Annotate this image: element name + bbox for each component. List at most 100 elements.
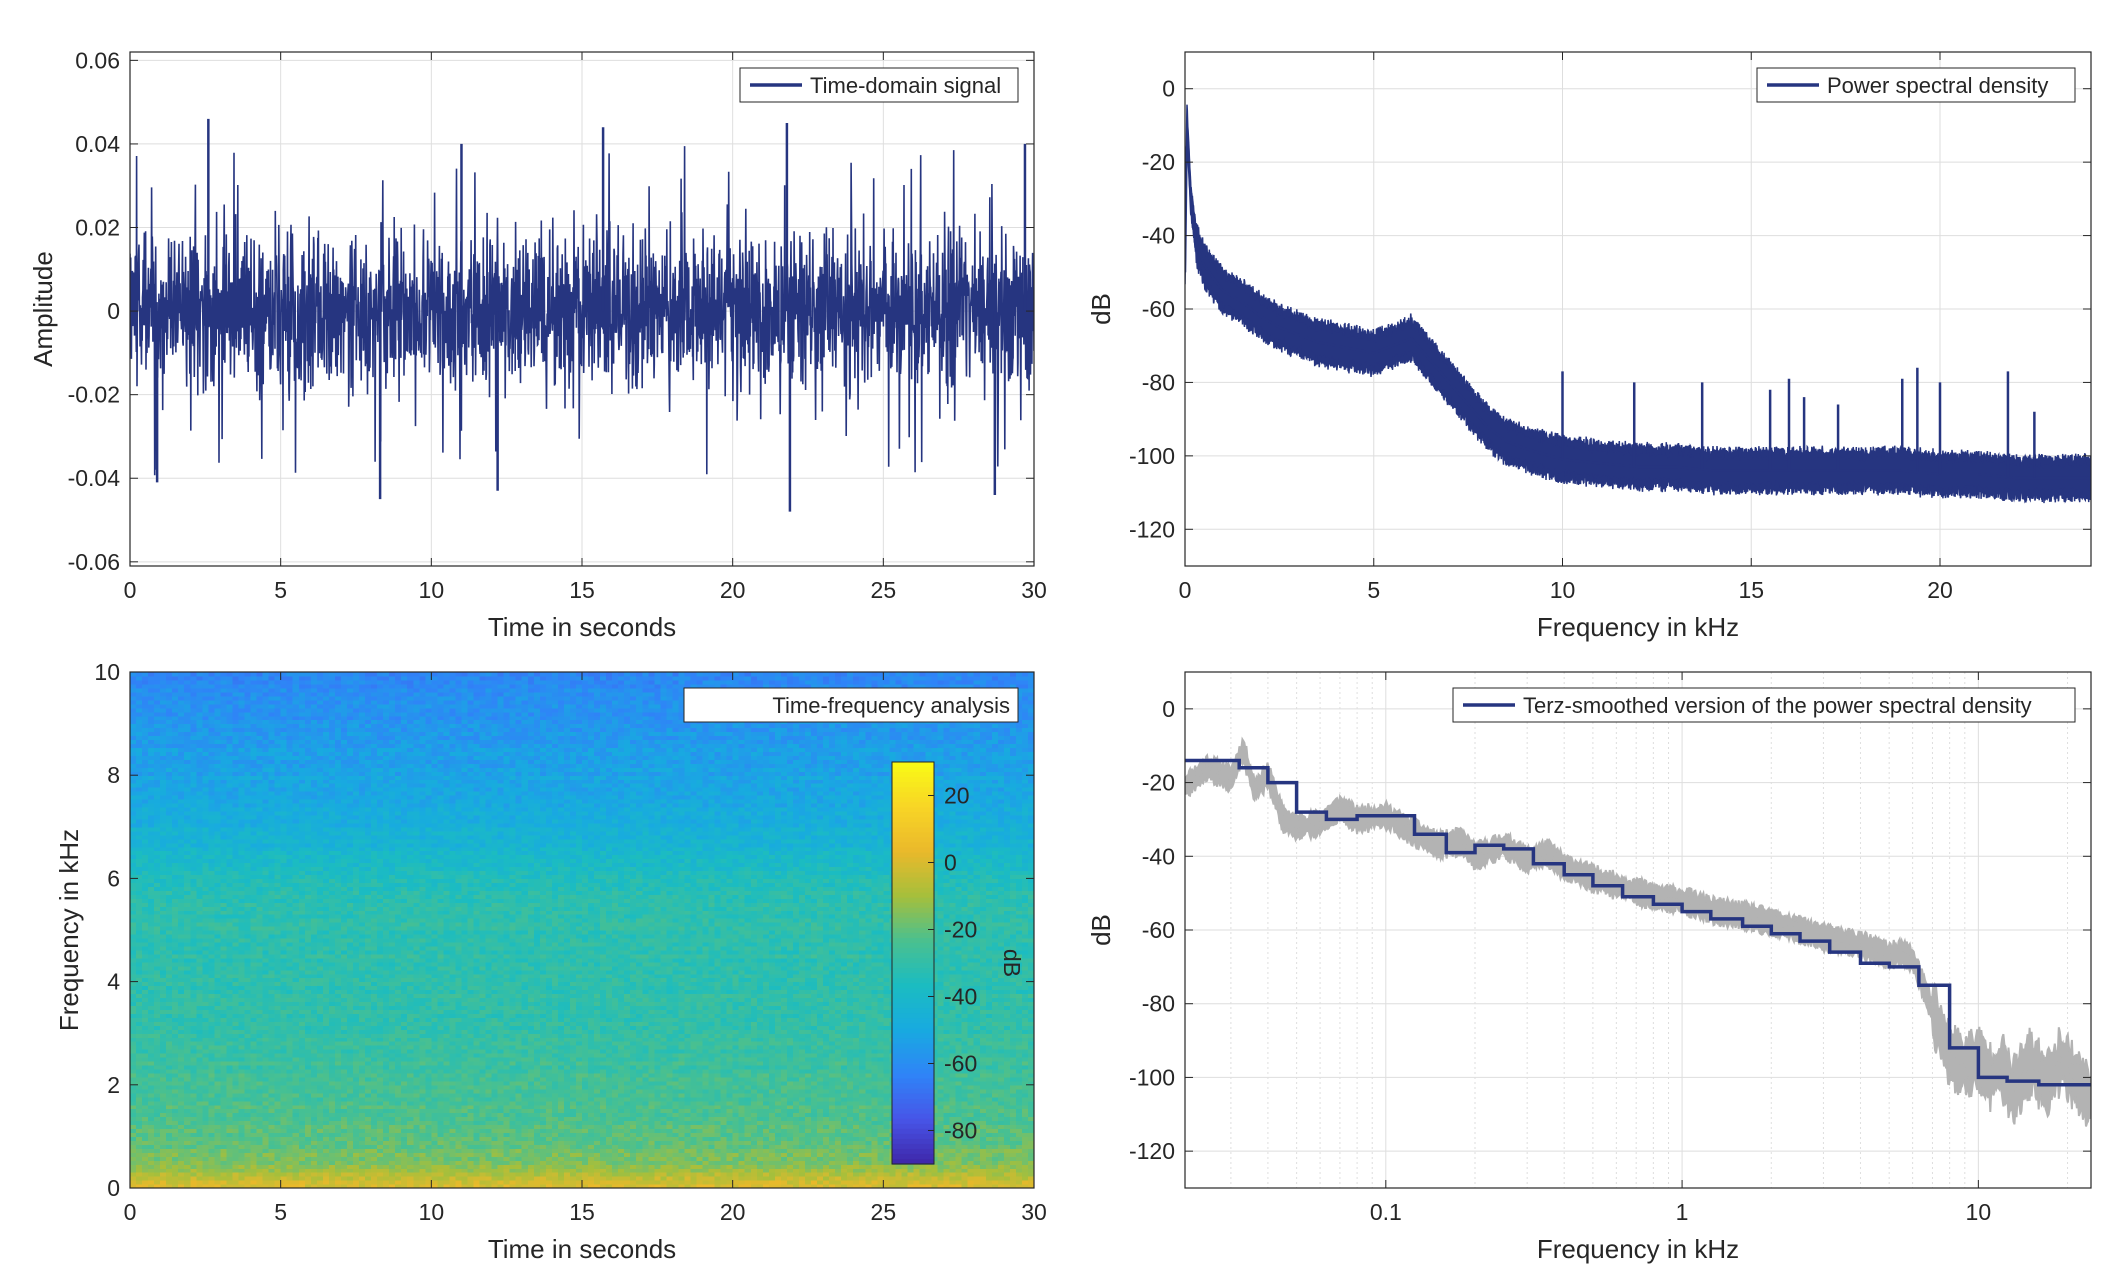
spectrogram-cell — [715, 1132, 722, 1137]
spectrogram-cell — [751, 1121, 758, 1126]
spectrogram-cell — [341, 1081, 348, 1086]
spectrogram-cell — [220, 1073, 227, 1078]
spectrogram-cell — [739, 1093, 746, 1098]
spectrogram-cell — [781, 1176, 788, 1181]
spectrogram-cell — [733, 1061, 740, 1066]
spectrogram-cell — [443, 1172, 450, 1177]
spectrogram-cell — [341, 1132, 348, 1137]
spectrogram-cell — [781, 1081, 788, 1086]
spectrogram-cell — [196, 1057, 203, 1062]
spectrogram-cell — [214, 1077, 221, 1082]
spectrogram-cell — [467, 1128, 474, 1133]
spectrogram-cell — [480, 1089, 487, 1094]
spectrogram-cell — [660, 1156, 667, 1161]
spectrogram-cell — [986, 1148, 993, 1153]
spectrogram-cell — [214, 1121, 221, 1126]
spectrogram-cell — [642, 1124, 649, 1129]
spectrogram-cell — [883, 1148, 890, 1153]
spectrogram-cell — [666, 1164, 673, 1169]
spectrogram-cell — [510, 1152, 517, 1157]
spectrogram-cell — [690, 1144, 697, 1149]
spectrogram-cell — [480, 1085, 487, 1090]
spectrogram-cell — [805, 1136, 812, 1141]
spectrogram-cell — [353, 1081, 360, 1086]
spectrogram-cell — [154, 1160, 161, 1165]
spectrogram-cell — [1010, 1180, 1017, 1185]
spectrogram-cell — [208, 1061, 215, 1066]
spectrogram-cell — [630, 1160, 637, 1165]
spectrogram-cell — [811, 1085, 818, 1090]
spectrogram-cell — [793, 1136, 800, 1141]
spectrogram-cell — [480, 1113, 487, 1118]
spectrogram-cell — [263, 1156, 270, 1161]
spectrogram-cell — [214, 1097, 221, 1102]
spectrogram-cell — [546, 1172, 553, 1177]
spectrogram-cell — [980, 1121, 987, 1126]
spectrogram-cell — [841, 1160, 848, 1165]
spectrogram-cell — [359, 1140, 366, 1145]
spectrogram-cell — [208, 1156, 215, 1161]
spectrogram-cell — [546, 1180, 553, 1185]
spectrogram-cell — [558, 1121, 565, 1126]
spectrogram-cell — [962, 1081, 969, 1086]
spectrogram-cell — [504, 1156, 511, 1161]
spectrogram-cell — [1010, 1168, 1017, 1173]
spectrogram-cell — [504, 1180, 511, 1185]
spectrogram-cell — [823, 1117, 830, 1122]
spectrogram-cell — [654, 1117, 661, 1122]
spectrogram-cell — [576, 1136, 583, 1141]
spectrogram-cell — [1016, 1124, 1023, 1129]
spectrogram-cell — [552, 1101, 559, 1106]
spectrogram-cell — [709, 1128, 716, 1133]
spectrogram-cell — [835, 1164, 842, 1169]
spectrogram-cell — [612, 1089, 619, 1094]
spectrogram-cell — [504, 1093, 511, 1098]
spectrogram-cell — [269, 1140, 276, 1145]
spectrogram-cell — [305, 1176, 312, 1181]
spectrogram-cell — [317, 1117, 324, 1122]
spectrogram-cell — [648, 1176, 655, 1181]
spectrogram-cell — [389, 1069, 396, 1074]
spectrogram-cell — [413, 1132, 420, 1137]
spectrogram-cell — [371, 1164, 378, 1169]
spectrogram-cell — [263, 1148, 270, 1153]
spectrogram-cell — [172, 1109, 179, 1114]
spectrogram-cell — [540, 1077, 547, 1082]
spectrogram-cell — [757, 1140, 764, 1145]
spectrogram-cell — [323, 1164, 330, 1169]
spectrogram-cell — [1004, 1164, 1011, 1169]
spectrogram-cell — [612, 1085, 619, 1090]
spectrogram-cell — [636, 1117, 643, 1122]
spectrogram-cell — [618, 1081, 625, 1086]
spectrogram-cell — [588, 1164, 595, 1169]
spectrogram-cell — [715, 1140, 722, 1145]
spectrogram-cell — [359, 1061, 366, 1066]
spectrogram-cell — [654, 1152, 661, 1157]
spectrogram-cell — [425, 1124, 432, 1129]
spectrogram-cell — [600, 1124, 607, 1129]
spectrogram-cell — [642, 1176, 649, 1181]
spectrogram-cell — [492, 1073, 499, 1078]
spectrogram-cell — [202, 1085, 209, 1090]
spectrogram-cell — [811, 1156, 818, 1161]
spectrogram-cell — [263, 1085, 270, 1090]
spectrogram-cell — [678, 1132, 685, 1137]
spectrogram-cell — [612, 1148, 619, 1153]
spectrogram-cell — [467, 1093, 474, 1098]
spectrogram-cell — [202, 1065, 209, 1070]
spectrogram-cell — [558, 1168, 565, 1173]
spectrogram-cell — [486, 1081, 493, 1086]
spectrogram-cell — [727, 1136, 734, 1141]
spectrogram-cell — [956, 1180, 963, 1185]
spectrogram-cell — [938, 1164, 945, 1169]
spectrogram-cell — [998, 1097, 1005, 1102]
spectrogram-cell — [624, 1073, 631, 1078]
spectrogram-cell — [793, 1081, 800, 1086]
spectrogram-cell — [703, 1061, 710, 1066]
spectrogram-cell — [751, 1168, 758, 1173]
spectrogram-cell — [142, 1081, 149, 1086]
spectrogram-cell — [305, 1105, 312, 1110]
spectrogram-cell — [865, 1144, 872, 1149]
spectrogram-cell — [160, 1124, 167, 1129]
spectrogram-cell — [853, 1176, 860, 1181]
